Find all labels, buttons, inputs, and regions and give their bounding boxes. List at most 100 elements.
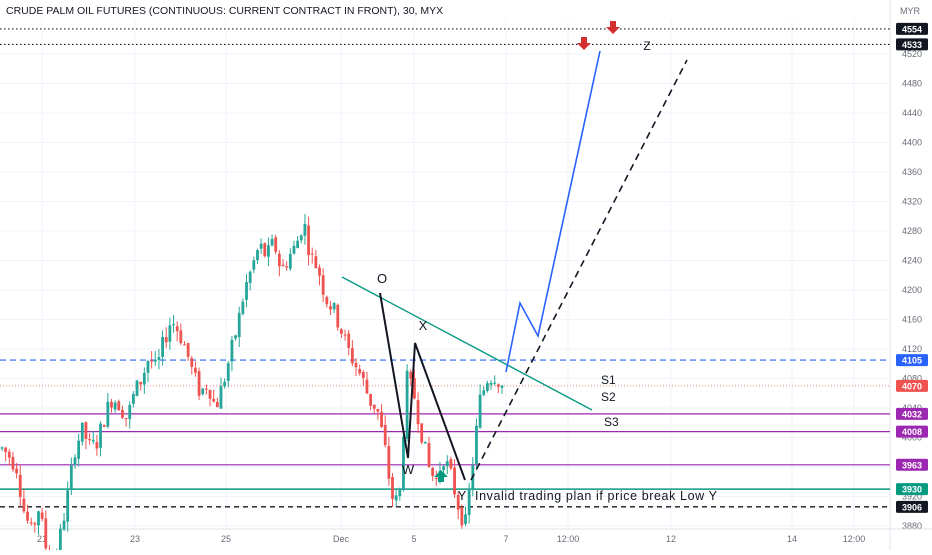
candle-body <box>493 382 496 383</box>
candle-body <box>424 442 427 444</box>
candle-body <box>165 337 168 342</box>
candle-body <box>417 400 420 424</box>
candle-body <box>77 441 80 459</box>
candle-body <box>406 371 409 439</box>
candle-body <box>205 389 208 390</box>
candle-body <box>398 489 401 496</box>
candle-body <box>446 461 449 466</box>
candle-body <box>435 478 438 479</box>
candle-body <box>147 361 150 373</box>
candle-body <box>311 253 314 254</box>
candle-body <box>256 250 259 260</box>
y-tick-label: 4200 <box>902 285 922 295</box>
candle-body <box>329 306 332 309</box>
annotation-label: S3 <box>604 415 619 429</box>
candle-body <box>172 324 175 325</box>
candle-body <box>263 243 266 256</box>
candle-body <box>450 459 453 468</box>
x-tick-label: 14 <box>787 534 797 544</box>
y-tick-label: 4240 <box>902 256 922 266</box>
candle-body <box>103 425 106 427</box>
candle-body <box>227 363 230 381</box>
candle-body <box>85 422 88 439</box>
down-arrow-icon <box>606 21 620 34</box>
candle-body <box>223 382 226 386</box>
y-tick-label: 4440 <box>902 108 922 118</box>
y-tick-label: 4360 <box>902 167 922 177</box>
candle-body <box>369 394 372 406</box>
candle-body <box>420 423 423 442</box>
candle-body <box>344 335 347 336</box>
candle-body <box>325 297 328 304</box>
candle-body <box>33 523 36 524</box>
candle-body <box>377 409 380 412</box>
y-tick-label: 4520 <box>902 49 922 59</box>
candle-body <box>479 395 482 428</box>
annotation-label: O <box>377 271 387 286</box>
price-axis-label-text: 4032 <box>902 409 922 419</box>
price-axis-label-text: 4533 <box>902 40 922 50</box>
x-tick-label: 5 <box>411 534 416 544</box>
candle-body <box>106 402 109 427</box>
candle-body <box>158 357 161 360</box>
projection-dashed-line <box>471 60 687 480</box>
candle-body <box>395 495 398 500</box>
candle-body <box>289 254 292 269</box>
candle-body <box>26 512 29 521</box>
candle-body <box>201 389 204 394</box>
x-tick-label: 25 <box>221 534 231 544</box>
candle-body <box>442 466 445 470</box>
y-tick-label: 4480 <box>902 79 922 89</box>
candle-body <box>282 265 285 266</box>
candle-body <box>132 394 135 404</box>
candle-body <box>154 360 157 362</box>
candle-body <box>8 452 11 458</box>
x-tick-label: 23 <box>130 534 140 544</box>
price-axis-label-text: 4554 <box>902 24 922 34</box>
candle-body <box>249 272 252 283</box>
candle-body <box>252 260 255 269</box>
price-axis-label-text: 3906 <box>902 502 922 512</box>
candle-body <box>347 334 350 348</box>
candle-body <box>150 360 153 361</box>
candle-body <box>409 372 412 379</box>
candle-body <box>168 325 171 341</box>
candle-body <box>143 373 146 385</box>
candle-body <box>74 457 77 465</box>
price-axis-label-text: 3963 <box>902 460 922 470</box>
candle-body <box>460 508 463 526</box>
candle-body <box>314 256 317 268</box>
candle-body <box>453 468 456 495</box>
price-axis-label-text: 4070 <box>902 381 922 391</box>
candle-body <box>245 282 248 300</box>
candle-body <box>501 386 504 388</box>
candle-body <box>300 235 303 240</box>
candle-body <box>37 511 40 525</box>
candle-body <box>190 358 193 367</box>
chart-title: CRUDE PALM OIL FUTURES (CONTINUOUS: CURR… <box>6 5 443 17</box>
candle-body <box>110 402 113 408</box>
annotation-label: X <box>419 318 428 333</box>
candle-body <box>92 440 95 442</box>
candle-body <box>490 383 493 385</box>
candle-body <box>59 529 62 550</box>
annotation-label: Invalid trading plan if price break Low … <box>475 489 718 503</box>
candle-body <box>187 343 190 357</box>
candle-body <box>114 403 117 410</box>
x-tick-label: 12:00 <box>557 534 580 544</box>
candle-body <box>95 442 98 448</box>
y-tick-label: 4120 <box>902 344 922 354</box>
candle-body <box>285 266 288 267</box>
candle-body <box>209 390 212 399</box>
candle-body <box>482 390 485 394</box>
candle-body <box>296 241 299 248</box>
candle-body <box>366 380 369 394</box>
x-tick-label: Dec <box>333 534 350 544</box>
candle-body <box>99 424 102 448</box>
candle-body <box>468 489 471 515</box>
candle-body <box>278 254 281 267</box>
candle-body <box>274 237 277 251</box>
candle-body <box>176 326 179 331</box>
